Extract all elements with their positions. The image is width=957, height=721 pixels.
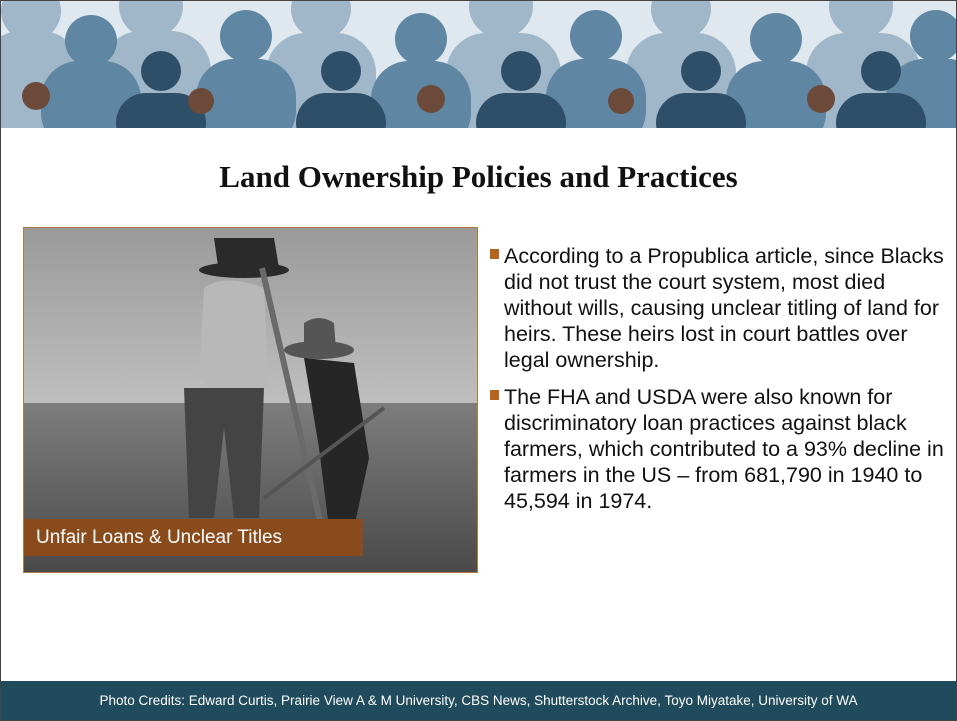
header-banner [1,1,956,128]
photo [23,227,478,573]
slide-title: Land Ownership Policies and Practices [219,159,738,194]
bullet: The FHA and USDA were also known for dis… [490,384,950,514]
bullet-list: According to a Propublica article, since… [490,243,950,525]
bullet: According to a Propublica article, since… [490,243,950,373]
footer-credits: Photo Credits: Edward Curtis, Prairie Vi… [1,681,956,720]
photo-caption: Unfair Loans & Unclear Titles [24,519,363,556]
